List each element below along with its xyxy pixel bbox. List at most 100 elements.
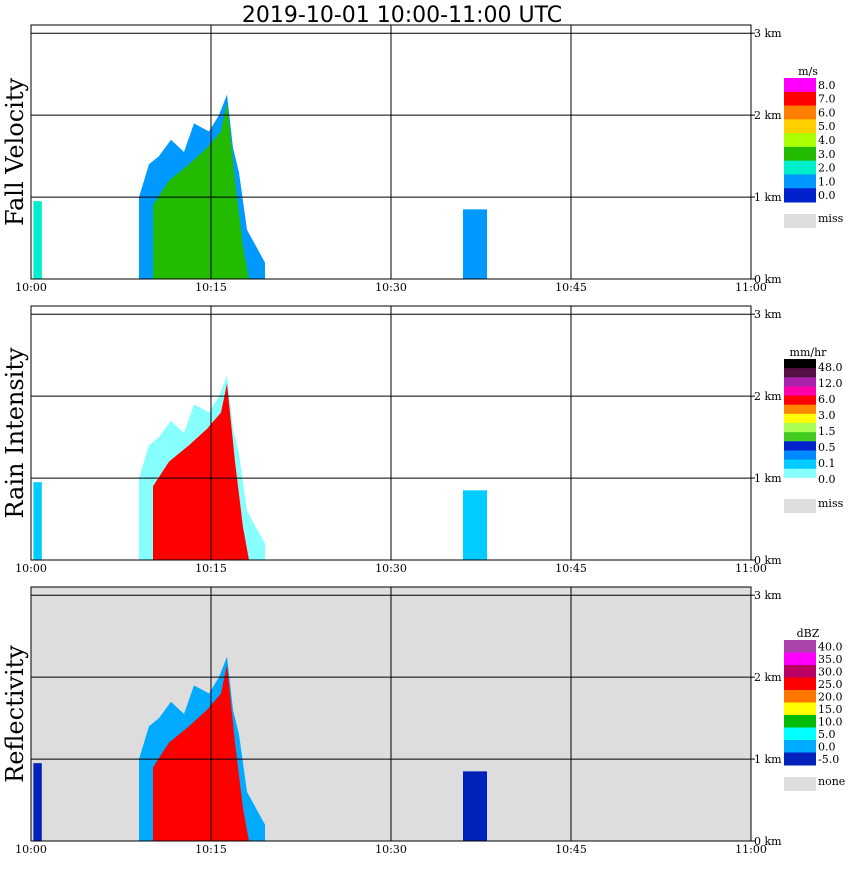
colorbar-label: 3.0: [818, 148, 836, 161]
colorbar-swatch: [784, 91, 816, 107]
echo-region: [33, 482, 42, 560]
echo-region: [463, 490, 487, 560]
echo-core: [153, 102, 249, 279]
colorbar-swatch: [784, 359, 816, 369]
colorbar-label: 0.0: [818, 189, 836, 202]
colorbar-swatch: [784, 377, 816, 387]
plot-frame: [30, 24, 752, 280]
colorbar-swatch: [784, 677, 816, 691]
colorbar-swatch: [784, 432, 816, 442]
y-tick-label: 0 km: [754, 273, 782, 286]
x-tick-label: 11:00: [735, 281, 767, 294]
x-tick-label: 10:00: [15, 843, 47, 856]
colorbar-swatch: [784, 665, 816, 678]
colorbar-label: 10.0: [818, 715, 843, 728]
colorbar-label: 30.0: [818, 665, 843, 678]
colorbar-missing-label: miss: [818, 497, 844, 510]
colorbar-label: 15.0: [818, 703, 843, 716]
colorbar-swatch: [784, 740, 816, 753]
figure-title: 2019-10-01 10:00-11:00 UTC: [242, 3, 562, 28]
colorbar-label: -5.0: [818, 753, 839, 766]
colorbar-swatch: [784, 752, 816, 766]
colorbar-label: 40.0: [818, 640, 843, 653]
colorbar-missing-label: none: [818, 775, 845, 788]
echo-core: [153, 383, 249, 560]
colorbar-swatch: [784, 450, 816, 461]
x-tick-label: 10:15: [195, 562, 227, 575]
echo-region: [33, 201, 42, 279]
colorbar-missing-swatch: [784, 777, 816, 791]
colorbar-swatch: [784, 652, 816, 666]
colorbar-label: 12.0: [818, 377, 843, 390]
plot-frame: [30, 305, 752, 561]
colorbar-swatch: [784, 386, 816, 397]
colorbar-label: 25.0: [818, 678, 843, 691]
colorbar-swatch: [784, 477, 816, 488]
colorbar-swatch: [784, 690, 816, 703]
colorbar-label: 3.0: [818, 409, 836, 422]
y-tick-label: 2 km: [754, 390, 782, 403]
colorbar-swatch: [784, 423, 816, 433]
y-tick-label: 1 km: [754, 753, 782, 766]
x-tick-label: 11:00: [735, 843, 767, 856]
y-tick-label: 2 km: [754, 109, 782, 122]
x-tick-label: 10:30: [375, 281, 407, 294]
colorbar-swatch: [784, 702, 816, 716]
y-tick-label: 1 km: [754, 191, 782, 204]
y-tick-label: 0 km: [754, 835, 782, 848]
colorbar-swatch: [784, 468, 816, 479]
colorbar-swatch: [784, 160, 816, 175]
colorbar-swatch: [784, 146, 816, 162]
panel-reflectivity: Reflectivity 0 km 1 km 2 km 3 km 10:00 10:15 10…: [1, 586, 845, 856]
colorbar-label: 4.0: [818, 134, 836, 147]
colorbar-label: 7.0: [818, 93, 836, 106]
plot-frame: [30, 586, 752, 842]
colorbar-label: 0.0: [818, 740, 836, 753]
x-tick-label: 10:45: [555, 562, 587, 575]
x-tick-label: 10:45: [555, 281, 587, 294]
colorbar-label: 35.0: [818, 653, 843, 666]
x-tick-label: 10:30: [375, 843, 407, 856]
colorbar-swatch: [784, 640, 816, 653]
colorbar-swatch: [784, 78, 816, 93]
colorbar-missing-label: miss: [818, 212, 844, 225]
echo-core: [153, 664, 249, 841]
colorbar-label: 2.0: [818, 162, 836, 175]
colorbar-label: 0.5: [818, 441, 836, 454]
x-tick-label: 10:00: [15, 562, 47, 575]
echo-region: [463, 209, 487, 279]
colorbar-unit: dBZ: [797, 627, 820, 640]
colorbar-swatch: [784, 395, 816, 406]
colorbar-swatch: [784, 727, 816, 741]
colorbar-label: 0.0: [818, 473, 836, 486]
colorbar-unit: mm/hr: [790, 346, 828, 359]
x-tick-label: 10:30: [375, 562, 407, 575]
colorbar-label: 6.0: [818, 393, 836, 406]
x-tick-label: 11:00: [735, 562, 767, 575]
x-tick-label: 10:00: [15, 281, 47, 294]
colorbar-label: 0.1: [818, 457, 836, 470]
colorbar-label: 5.0: [818, 728, 836, 741]
y-tick-label: 3 km: [754, 589, 782, 602]
x-tick-label: 10:45: [555, 843, 587, 856]
panel-rain-intensity: Rain Intensity 0 km 1 km 2 km 3 km 10:00 10:15…: [1, 305, 844, 575]
y-axis-label: Fall Velocity: [1, 78, 29, 227]
x-tick-label: 10:15: [195, 281, 227, 294]
colorbar-label: 8.0: [818, 79, 836, 92]
y-tick-label: 0 km: [754, 554, 782, 567]
colorbar-swatch: [784, 133, 816, 148]
colorbar-label: 5.0: [818, 120, 836, 133]
colorbar-swatch: [784, 441, 816, 451]
colorbar-label: 1.5: [818, 425, 836, 438]
y-tick-label: 2 km: [754, 671, 782, 684]
colorbar-swatch: [784, 413, 816, 424]
panel-fall-velocity: Fall Velocity 0 km 1 km 2 km 3 km 10:00 10:15 1…: [1, 24, 844, 294]
y-tick-label: 1 km: [754, 472, 782, 485]
colorbar-missing-swatch: [784, 499, 816, 513]
echo-region: [33, 763, 42, 841]
colorbar-swatch: [784, 119, 816, 134]
colorbar-label: 20.0: [818, 690, 843, 703]
colorbar-unit: m/s: [798, 65, 818, 78]
